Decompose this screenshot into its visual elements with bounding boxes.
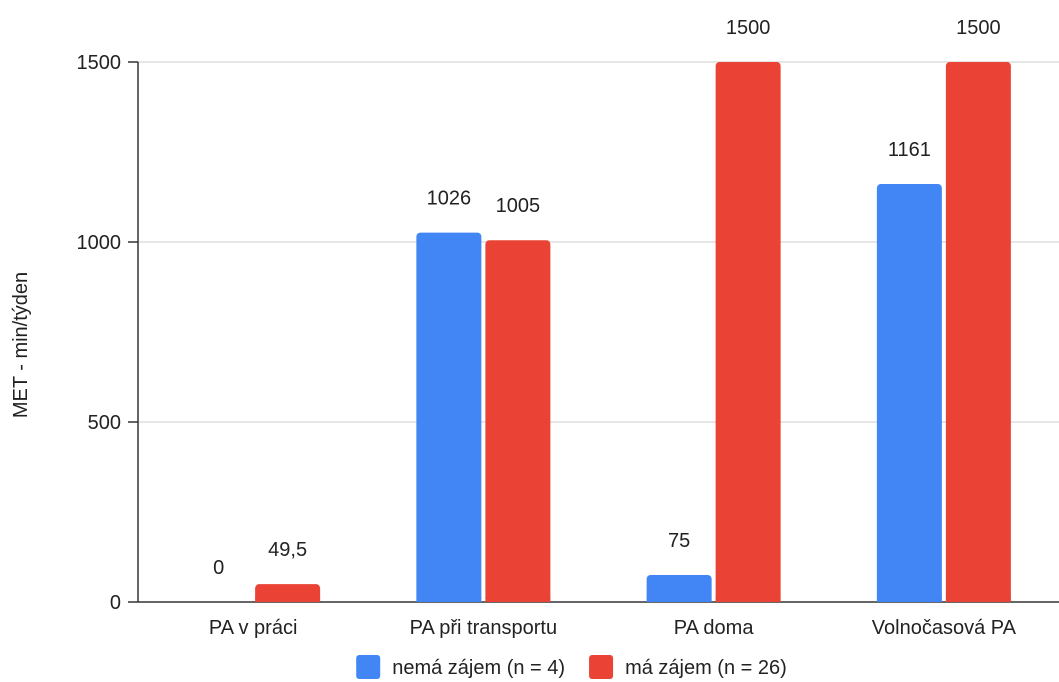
y-tick-label: 1500 [77, 52, 122, 74]
bar-base [416, 597, 482, 602]
bar [485, 240, 551, 602]
tick-labels: 0 500 1000 1500 PA v práci PA při transportu P… [77, 52, 1017, 639]
legend-item: nemá zájem (n = 4) [356, 655, 565, 679]
data-label: 49,5 [268, 539, 307, 561]
legend-label: nemá zájem (n = 4) [392, 657, 565, 679]
data-label: 1500 [726, 17, 771, 39]
bar-base [715, 597, 781, 602]
data-label: 1026 [427, 188, 472, 210]
bar-base [485, 597, 551, 602]
y-tick-label: 500 [88, 412, 121, 434]
x-tick-label: Volnočasová PA [872, 617, 1017, 639]
legend: nemá zájem (n = 4) má zájem (n = 26) [356, 655, 787, 679]
bar [646, 575, 712, 602]
data-label: 75 [668, 530, 690, 552]
bar [715, 62, 781, 602]
bar-base [876, 597, 942, 602]
data-label: 1161 [888, 139, 931, 161]
bars [255, 62, 1011, 603]
bar [876, 184, 942, 603]
data-labels: 0 49,5 1026 1005 75 1500 1161 1500 [213, 17, 1001, 579]
y-tick-label: 0 [110, 592, 121, 614]
legend-swatch [356, 655, 381, 679]
data-label: 0 [213, 557, 224, 579]
bar-base [255, 597, 321, 602]
x-tick-label: PA při transportu [410, 617, 557, 639]
data-label: 1500 [956, 17, 1001, 39]
x-tick-label: PA v práci [209, 617, 298, 639]
bar [945, 62, 1011, 602]
y-axis-title: MET - min/týden [10, 272, 32, 418]
y-tick-label: 1000 [77, 232, 122, 254]
bar-base [646, 597, 712, 602]
legend-swatch [589, 655, 614, 679]
legend-item: má zájem (n = 26) [589, 655, 787, 679]
legend-label: má zájem (n = 26) [625, 657, 787, 679]
bar [416, 232, 482, 602]
bar-base [945, 597, 1011, 602]
x-tick-label: PA doma [674, 617, 755, 639]
data-label: 1005 [496, 195, 541, 217]
